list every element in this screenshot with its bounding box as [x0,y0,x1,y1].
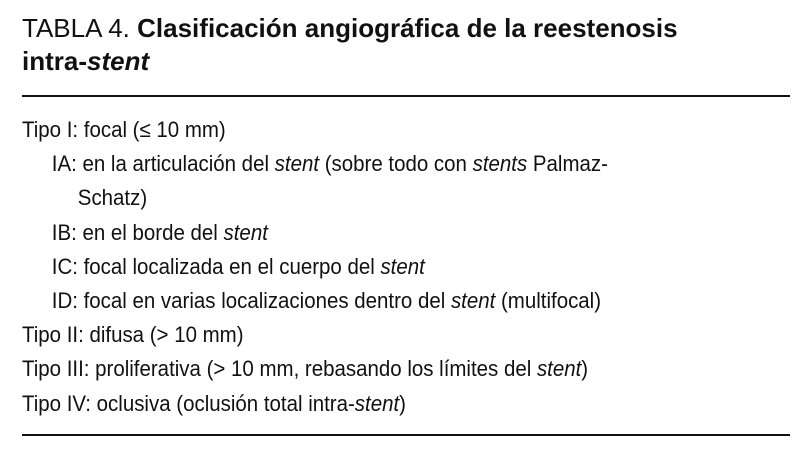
row-text: ID: focal en varias localizaciones dentr… [51,287,451,313]
table-label: TABLA 4. [22,13,138,43]
table-row: Tipo III: proliferativa (> 10 mm, rebasa… [22,352,747,386]
italic-term: stent [274,151,320,177]
italic-term: stent [450,287,496,313]
title-line1: Clasificación angiográfica de la reesten… [137,13,678,43]
row-text: ) [399,390,406,416]
table-row: IA: en la articulación del stent (sobre … [22,147,747,181]
table-row: Tipo IV: oclusiva (oclusión total intra-… [22,387,747,421]
italic-term: stents [472,151,528,177]
row-text: Schatz) [77,185,148,211]
italic-term: stent [536,356,582,382]
classification-list: Tipo I: focal (≤ 10 mm) IA: en la articul… [22,113,802,421]
table-row: ID: focal en varias localizaciones dentr… [22,284,747,318]
table-row: Tipo II: difusa (> 10 mm) [22,318,747,352]
row-text: Palmaz- [527,151,608,177]
italic-term: stent [223,219,268,245]
row-text: IA: en la articulación del [51,151,275,177]
row-text: (multifocal) [495,287,602,313]
table-row: Tipo I: focal (≤ 10 mm) [22,113,747,147]
italic-term: stent [380,253,425,279]
row-text: Tipo III: proliferativa (> 10 mm, rebasa… [22,356,537,382]
row-text: Tipo I: focal (≤ 10 mm) [22,117,226,142]
table-row: Schatz) [22,181,747,215]
row-text: ) [581,356,589,382]
title-line2-italic: stent [87,46,150,76]
title-line2-prefix: intra- [22,46,87,76]
bottom-rule [22,434,790,436]
title-line2: intra-stent [22,46,149,76]
row-text: Tipo IV: oclusiva (oclusión total intra- [22,390,355,416]
table-row: IB: en el borde del stent [22,216,747,250]
table-row: IC: focal localizada en el cuerpo del st… [22,250,747,284]
row-text: IC: focal localizada en el cuerpo del [51,253,381,279]
row-text: IB: en el borde del [51,219,224,245]
row-text: Tipo II: difusa (> 10 mm) [22,322,244,348]
row-text: (sobre todo con [319,151,473,177]
table-title: TABLA 4. Clasificación angiográfica de l… [22,12,792,78]
italic-term: stent [354,390,400,416]
top-rule [22,95,790,97]
